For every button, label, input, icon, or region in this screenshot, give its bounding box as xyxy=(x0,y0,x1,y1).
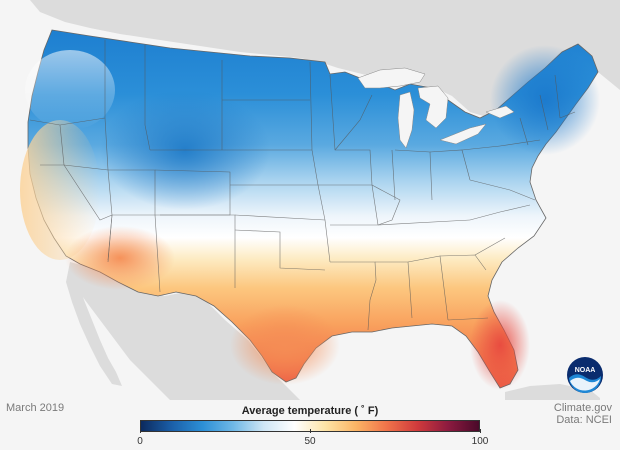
lake-superior xyxy=(357,67,426,89)
legend-tick-mark xyxy=(309,429,311,433)
legend-tick-mark xyxy=(479,429,481,433)
contiguous-us xyxy=(20,29,600,390)
california-warm-zone xyxy=(20,120,100,260)
lake-huron xyxy=(417,85,449,129)
legend-tick-mark xyxy=(139,429,141,433)
canada-land xyxy=(0,0,620,118)
map-panel: NOAA xyxy=(0,0,620,400)
credit-block: Climate.gov Data: NCEI xyxy=(554,402,612,426)
credit-data: Data: NCEI xyxy=(556,414,612,426)
legend-title: Average temperature ( ˚ F) xyxy=(241,405,379,417)
lake-ontario xyxy=(485,105,515,119)
texas-warm-zone xyxy=(230,305,340,385)
lake-michigan xyxy=(397,91,415,149)
great-lakes xyxy=(357,67,515,149)
svg-text:NOAA: NOAA xyxy=(575,367,596,374)
legend-tick-label: 0 xyxy=(137,436,143,447)
legend-tick-label: 50 xyxy=(304,436,316,447)
date-label: March 2019 xyxy=(6,402,65,414)
legend-tick-label: 100 xyxy=(471,436,489,447)
southwest-warm-zone xyxy=(65,226,175,290)
northeast-cold-zone xyxy=(490,45,600,155)
noaa-logo: NOAA xyxy=(566,356,604,399)
northwest-white-zone xyxy=(25,50,115,130)
state-borders xyxy=(29,40,576,331)
baja-peninsula xyxy=(66,262,122,386)
credit-source: Climate.gov xyxy=(553,402,612,414)
lake-erie xyxy=(439,123,487,145)
florida-warm-zone xyxy=(470,300,530,390)
temperature-map xyxy=(0,0,620,400)
